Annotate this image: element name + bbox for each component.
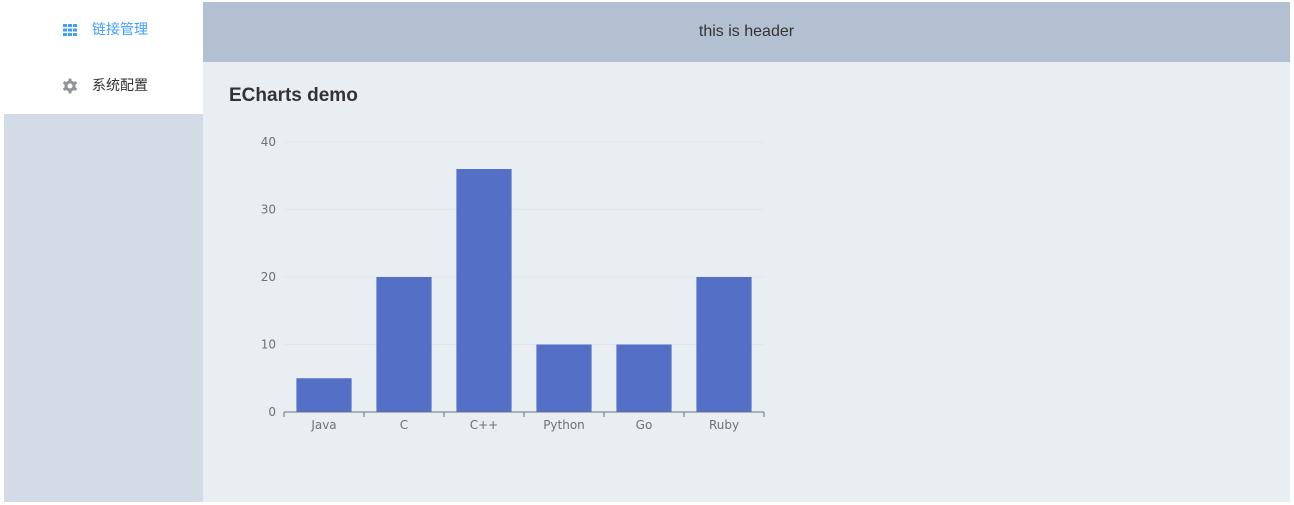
bar-chart: 0 10 20 30 40 Java C C++ Python Go Ruby (261, 135, 765, 432)
gear-icon (62, 78, 78, 94)
sidebar-item-link-management[interactable]: 链接管理 (4, 2, 203, 58)
bar (456, 169, 512, 412)
bar (296, 378, 352, 412)
sidebar-item-label: 系统配置 (92, 78, 148, 94)
y-tick-label: 10 (261, 338, 276, 352)
grid-icon (62, 22, 78, 38)
main-content: ECharts demo 0 10 20 30 40 Java C C++ Python Go Ru… (203, 62, 1290, 502)
sidebar-menu: 链接管理 系统配置 (4, 2, 203, 114)
x-tick-label: Python (543, 418, 585, 432)
x-tick-label: Ruby (709, 418, 739, 432)
x-tick-label: Java (310, 418, 336, 432)
page-title: ECharts demo (229, 85, 358, 106)
bar (616, 344, 672, 412)
y-tick-label: 30 (261, 203, 276, 217)
bar (536, 344, 592, 412)
y-tick-label: 20 (261, 270, 276, 284)
bar (696, 277, 752, 412)
header: this is header (203, 2, 1290, 62)
x-tick-label: C (400, 418, 408, 432)
x-tick-label: Go (636, 418, 653, 432)
y-tick-label: 40 (261, 135, 276, 149)
x-tick-label: C++ (470, 418, 499, 432)
bar (376, 277, 432, 412)
header-title: this is header (698, 23, 795, 40)
y-tick-label: 0 (268, 405, 276, 419)
app-root: 链接管理 系统配置 this i (4, 2, 1290, 502)
sidebar: 链接管理 系统配置 (4, 2, 203, 502)
sidebar-item-label: 链接管理 (92, 22, 148, 38)
sidebar-item-system-settings[interactable]: 系统配置 (4, 58, 203, 114)
